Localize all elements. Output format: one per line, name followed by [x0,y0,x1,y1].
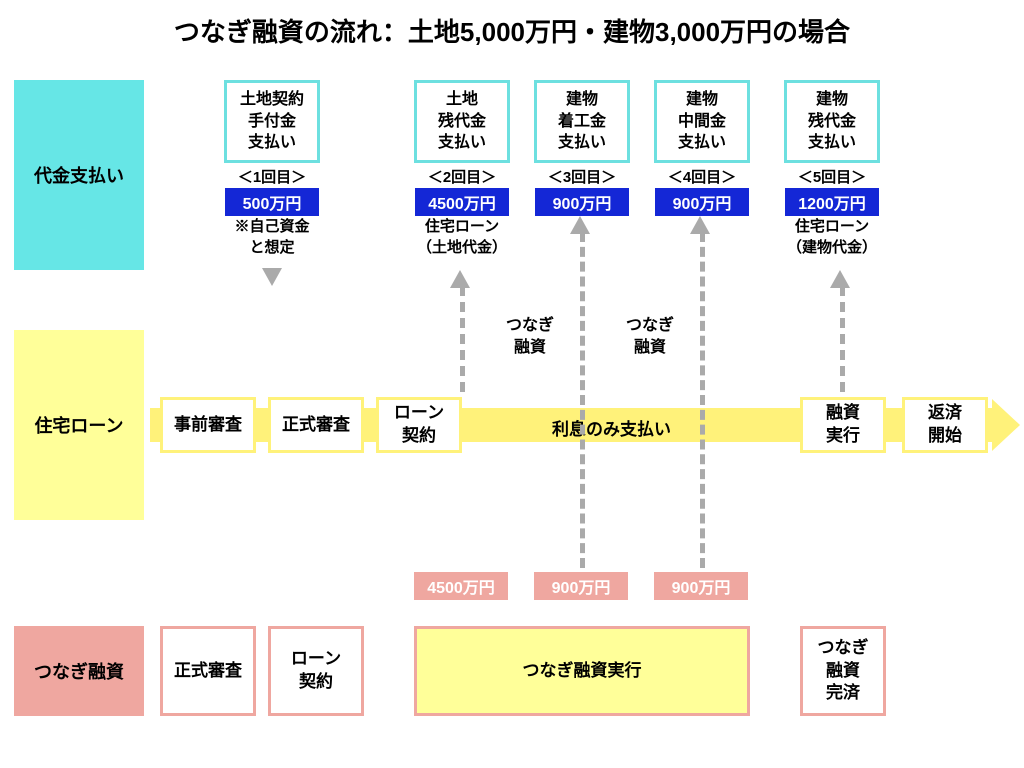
loan-box-5: 返済開始 [902,397,988,453]
payment-sub-4: ＜4回目＞ [642,166,762,187]
page-title: つなぎ融資の流れ：土地5,000万円・建物3,000万円の場合 [0,12,1024,49]
payment-box-4: 建物中間金支払い [654,80,750,163]
payment-box-1: 土地契約手付金支払い [224,80,320,163]
loan-box-3: ローン契約 [376,397,462,453]
arrow-up-icon [830,270,850,288]
payment-box-3: 建物着工金支払い [534,80,630,163]
payment-amount-5: 1200万円 [785,188,879,216]
dash-arrow-5 [840,286,845,392]
row-label-loan: 住宅ローン [14,330,144,520]
payment-sub-1: ＜1回目＞ [212,166,332,187]
bridge-box-1: 正式審査 [160,626,256,716]
payment-amount-1: 500万円 [225,188,319,216]
loan-box-1: 事前審査 [160,397,256,453]
payment-note-5: 住宅ローン（建物代金） [772,216,892,258]
payment-amount-4: 900万円 [655,188,749,216]
loan-box-4: 融資実行 [800,397,886,453]
dash-arrow-4 [700,232,705,568]
dash-arrow-3 [580,232,585,568]
bridge-amount-2: 900万円 [534,572,628,600]
payment-box-2: 土地残代金支払い [414,80,510,163]
payment-sub-2: ＜2回目＞ [402,166,522,187]
bridge-box-2: ローン契約 [268,626,364,716]
loan-box-2: 正式審査 [268,397,364,453]
payment-sub-3: ＜3回目＞ [522,166,642,187]
payment-box-5: 建物残代金支払い [784,80,880,163]
payment-amount-3: 900万円 [535,188,629,216]
payment-amount-2: 4500万円 [415,188,509,216]
row-label-bridge: つなぎ融資 [14,626,144,716]
loan-arrowhead-icon [992,399,1020,451]
arrow-up-icon [570,216,590,234]
bridge-box-4: つなぎ融資完済 [800,626,886,716]
payment-note-1: ※自己資金と想定 [212,216,332,258]
bridge-box-exec: つなぎ融資実行 [414,626,750,716]
arrow-up-icon [690,216,710,234]
bridge-amount-3: 900万円 [654,572,748,600]
payment-note-2: 住宅ローン（土地代金） [402,216,522,258]
arrow-up-icon [450,270,470,288]
tsunagi-label-1: つなぎ融資 [500,315,560,358]
bridge-amount-1: 4500万円 [414,572,508,600]
loan-band-label: 利息のみ支払い [552,415,671,440]
payment-sub-5: ＜5回目＞ [772,166,892,187]
dash-arrow-2 [460,286,465,392]
arrow-down-icon [262,268,282,286]
tsunagi-label-2: つなぎ融資 [620,315,680,358]
row-label-payment: 代金支払い [14,80,144,270]
